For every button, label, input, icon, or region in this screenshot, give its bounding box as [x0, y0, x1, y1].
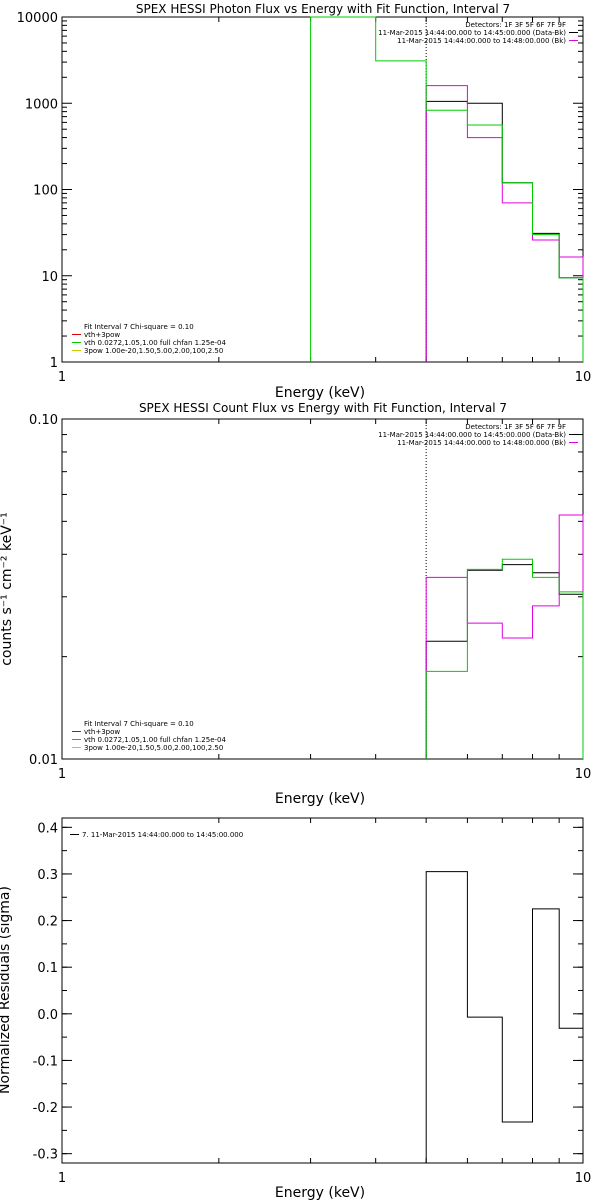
residuals-ticks: 1 10 -0.3 -0.2 -0.1 0.0 0.1 0.2 0.3 0.4 — [33, 818, 592, 1186]
x-tick-label: 10 — [575, 767, 592, 782]
residuals-series — [425, 871, 584, 1163]
legend-bottom-left-text: vth+3pow — [84, 728, 120, 736]
photon-flux-series — [310, 16, 584, 362]
undefined-series-2 — [310, 16, 584, 362]
residuals-xlabel: Energy (keV) — [275, 1185, 365, 1200]
x-tick-label: 1 — [58, 1171, 66, 1186]
legend-top-right-text: Detectors: 1F 3F 5F 6F 7F 9F — [465, 21, 566, 29]
legend-bottom-left-text: 3pow 1.00e-20,1.50,5.00,2.00,100,2.50 — [84, 744, 223, 752]
residuals-panel: 1 10 -0.3 -0.2 -0.1 0.0 0.1 0.2 0.3 0.4 7. 11-Mar… — [0, 817, 592, 1200]
x-tick-label: 1 — [58, 370, 66, 385]
undefined-series-1 — [425, 85, 584, 362]
photon-flux-plot-frame — [61, 16, 584, 363]
undefined-series-1 — [425, 514, 584, 759]
photon-flux-legend: Detectors: 1F 3F 5F 6F 7F 9F11-Mar-2015 … — [72, 21, 578, 355]
count-flux-xlabel: Energy (keV) — [275, 791, 365, 807]
count-flux-plot-frame — [61, 418, 584, 760]
photon-flux-panel: SPEX HESSI Photon Flux vs Energy with Fi… — [17, 2, 592, 401]
y-tick-label: 0.3 — [37, 868, 58, 883]
legend-top-right-text: 11-Mar-2015 14:44:00.000 to 14:45:00.000… — [378, 431, 566, 439]
residuals-legend: 7. 11-Mar-2015 14:44:00.000 to 14:45:00.… — [70, 831, 243, 839]
y-tick-label: -0.3 — [33, 1148, 58, 1163]
legend-top-right-text: 11-Mar-2015 14:44:00.000 to 14:48:00.000… — [397, 37, 566, 45]
x-tick-label: 10 — [575, 1171, 592, 1186]
y-tick-label: 0.2 — [37, 915, 58, 930]
count-flux-ticks: 1 10 0.01 0.10 — [29, 413, 591, 782]
y-tick-label: 10000 — [17, 11, 58, 26]
undefined-series-0 — [425, 871, 584, 1163]
legend-bottom-left-text: Fit Interval 7 Chi-square = 0.10 — [84, 323, 194, 331]
legend-top-right-text: 11-Mar-2015 14:44:00.000 to 14:48:00.000… — [397, 439, 566, 447]
undefined-series-0 — [425, 564, 584, 759]
legend-top-left-text: 7. 11-Mar-2015 14:44:00.000 to 14:45:00.… — [82, 831, 243, 839]
legend-top-right-text: 11-Mar-2015 14:44:00.000 to 14:45:00.000… — [378, 29, 566, 37]
y-tick-label: 0.01 — [29, 753, 58, 768]
legend-top-right-text: Detectors: 1F 3F 5F 6F 7F 9F — [465, 423, 566, 431]
residuals-ylabel: Normalized Residuals (sigma) — [0, 886, 13, 1094]
legend-bottom-left-text: vth+3pow — [84, 331, 120, 339]
count-flux-panel: SPEX HESSI Count Flux vs Energy with Fit… — [0, 401, 591, 807]
y-tick-label: -0.1 — [33, 1054, 58, 1069]
y-tick-label: 0.10 — [29, 413, 58, 428]
y-tick-label: 0.4 — [37, 821, 58, 836]
photon-flux-xlabel: Energy (keV) — [275, 385, 365, 401]
y-tick-label: 1000 — [25, 97, 58, 112]
legend-bottom-left-text: vth 0.0272,1.05,1.00 full chfan 1.25e-04 — [84, 736, 226, 744]
count-flux-ylabel: counts s⁻¹ cm⁻² keV⁻¹ — [0, 512, 15, 666]
legend-bottom-left-text: vth 0.0272,1.05,1.00 full chfan 1.25e-04 — [84, 339, 226, 347]
photon-flux-title: SPEX HESSI Photon Flux vs Energy with Fi… — [136, 2, 510, 16]
legend-bottom-left-text: Fit Interval 7 Chi-square = 0.10 — [84, 720, 194, 728]
legend-bottom-left-text: 3pow 1.00e-20,1.50,5.00,2.00,100,2.50 — [84, 347, 223, 355]
y-tick-label: 1 — [50, 356, 58, 371]
count-flux-series — [425, 419, 584, 759]
y-tick-label: 10 — [41, 270, 58, 285]
x-tick-label: 1 — [58, 767, 66, 782]
y-tick-label: 0.0 — [37, 1008, 58, 1023]
count-flux-title: SPEX HESSI Count Flux vs Energy with Fit… — [139, 401, 507, 415]
residuals-plot-frame — [61, 817, 584, 1164]
y-tick-label: 100 — [33, 184, 58, 199]
y-tick-label: 0.1 — [37, 961, 58, 976]
count-flux-legend: Detectors: 1F 3F 5F 6F 7F 9F11-Mar-2015 … — [72, 423, 578, 752]
x-tick-label: 10 — [575, 370, 592, 385]
photon-flux-ticks: 1 10 1 10 100 1000 10000 — [17, 11, 592, 385]
y-tick-label: -0.2 — [33, 1101, 58, 1116]
undefined-series-2 — [425, 558, 584, 759]
undefined-series-0 — [425, 100, 584, 362]
